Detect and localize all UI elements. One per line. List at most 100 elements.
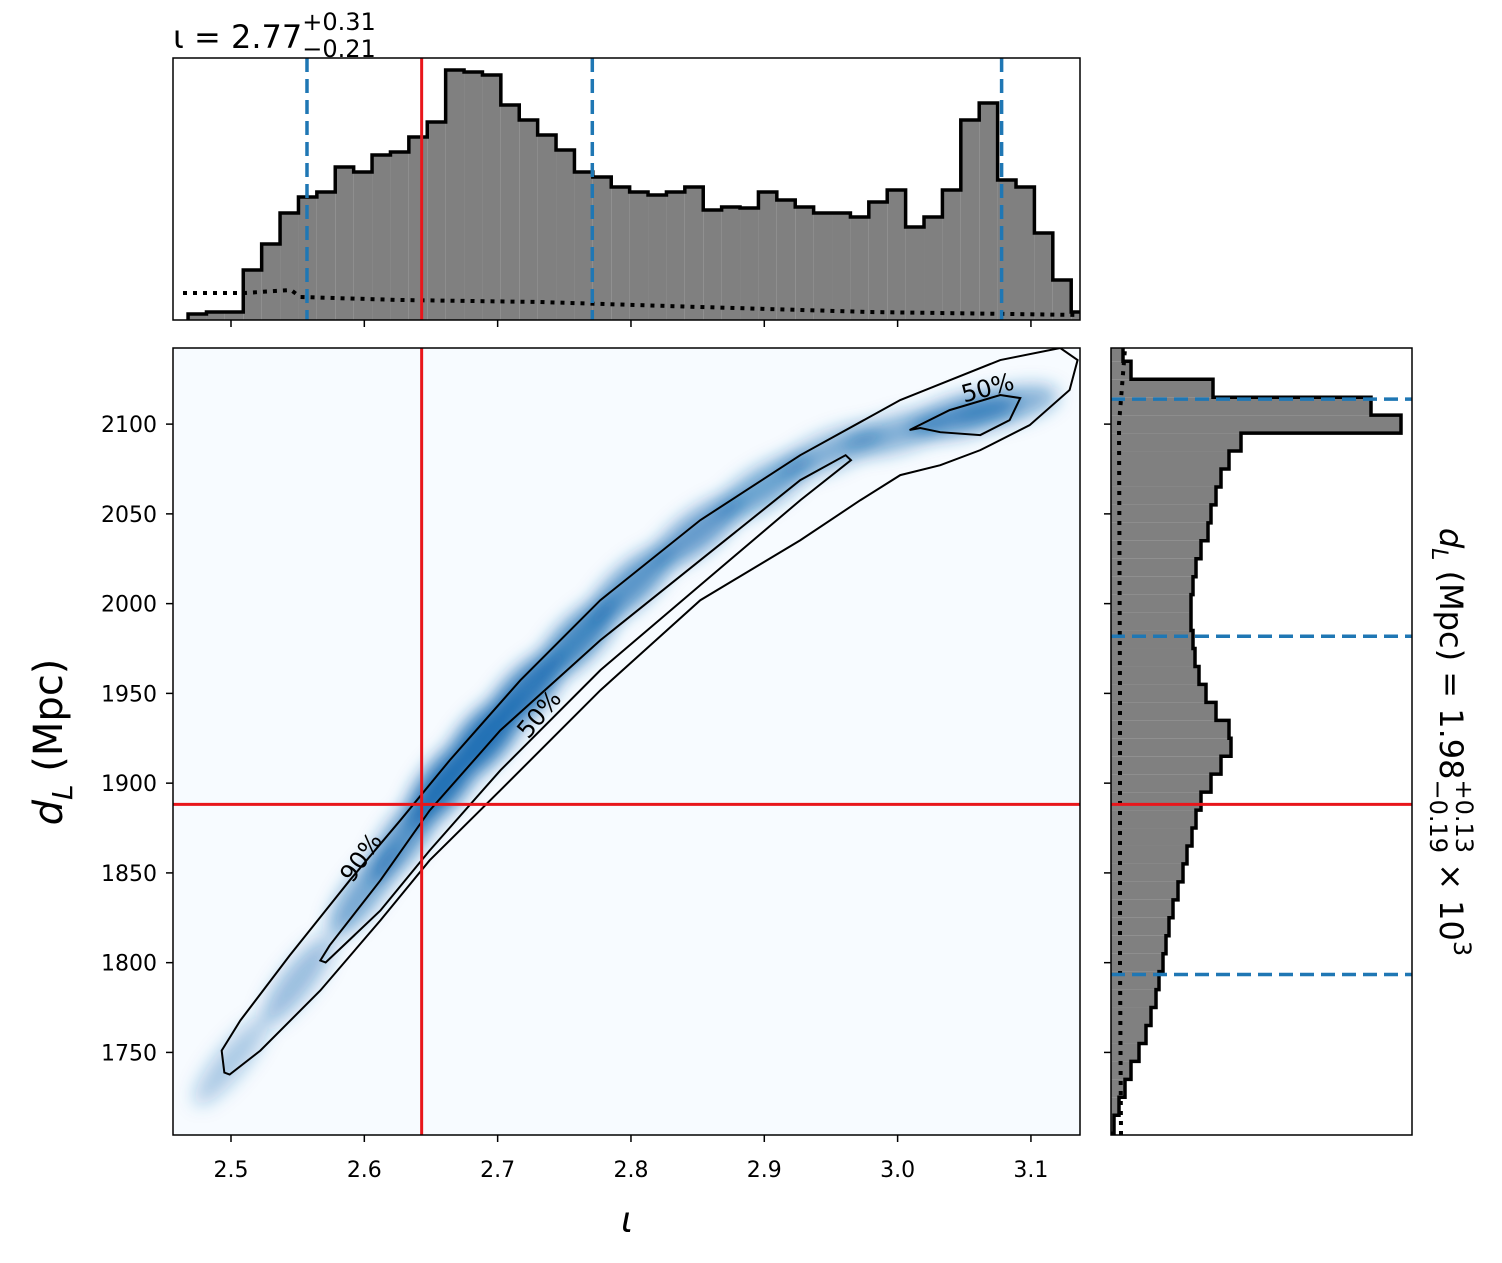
bar bbox=[813, 213, 833, 320]
bar bbox=[1111, 738, 1231, 757]
heatmap bbox=[194, 385, 1059, 1105]
density-panel bbox=[173, 348, 1080, 1135]
y-tick-label: 2100 bbox=[101, 413, 157, 438]
y-tick-label: 1900 bbox=[101, 772, 157, 797]
bar bbox=[740, 208, 759, 320]
bar bbox=[960, 120, 980, 320]
x-tick-label: 2.7 bbox=[480, 1158, 515, 1183]
y-tick-label: 1750 bbox=[101, 1041, 157, 1066]
bar bbox=[1111, 684, 1206, 703]
bar bbox=[1111, 1097, 1119, 1116]
bar bbox=[1111, 863, 1183, 882]
histogram-outline bbox=[186, 68, 1080, 320]
bar bbox=[1111, 953, 1163, 972]
y-tick-label: 1950 bbox=[101, 682, 157, 707]
bar bbox=[1111, 648, 1195, 667]
bar bbox=[1111, 504, 1211, 523]
density-cell bbox=[261, 936, 334, 1026]
bar bbox=[1111, 756, 1221, 775]
bar bbox=[1111, 1061, 1131, 1080]
bar bbox=[1111, 594, 1191, 613]
bar bbox=[776, 200, 796, 320]
bar bbox=[611, 187, 630, 320]
bar bbox=[1111, 881, 1178, 900]
bar bbox=[1111, 486, 1216, 505]
axes: 2.5 2.6 2.7 2.8 2.9 3.0 3.1 1750 1800 1850 1900 195… bbox=[101, 320, 1111, 1183]
bar bbox=[1111, 451, 1229, 469]
frame bbox=[1110, 347, 1413, 1136]
density-cell bbox=[194, 1017, 268, 1105]
x-axis-label: ι bbox=[621, 1200, 633, 1241]
prior-line bbox=[182, 287, 1080, 317]
bar bbox=[1111, 630, 1193, 649]
bar bbox=[1111, 540, 1201, 559]
top-title: ι = 2.77+0.31 −0.21 bbox=[173, 8, 376, 63]
bar bbox=[353, 172, 373, 320]
bar bbox=[868, 202, 888, 320]
bar bbox=[372, 155, 391, 320]
bar bbox=[537, 135, 557, 320]
x-tick-label: 2.9 bbox=[747, 1158, 782, 1183]
bar bbox=[629, 192, 649, 320]
prior-line bbox=[1116, 348, 1127, 1135]
bar bbox=[1111, 1079, 1125, 1098]
bar bbox=[1111, 1007, 1151, 1026]
bar bbox=[1111, 810, 1196, 829]
side-histogram bbox=[1111, 348, 1412, 1135]
bar bbox=[1111, 522, 1208, 541]
bar bbox=[574, 172, 593, 320]
bar bbox=[721, 207, 741, 320]
bar bbox=[1111, 468, 1221, 487]
bar bbox=[224, 312, 244, 320]
bar bbox=[1111, 917, 1169, 936]
bar bbox=[280, 213, 299, 320]
bar bbox=[1111, 666, 1199, 685]
y-tick-label: 2000 bbox=[101, 593, 157, 618]
bar bbox=[519, 120, 538, 320]
bar bbox=[795, 207, 814, 320]
bar bbox=[1111, 415, 1401, 434]
x-tick-label: 2.8 bbox=[613, 1158, 648, 1183]
bar bbox=[243, 270, 262, 320]
bar bbox=[887, 190, 906, 320]
bar bbox=[1052, 280, 1072, 320]
bar bbox=[924, 217, 943, 320]
bar bbox=[1111, 397, 1371, 416]
x-tick-label: 2.5 bbox=[213, 1158, 248, 1183]
bar bbox=[1111, 348, 1123, 362]
bar bbox=[758, 192, 777, 320]
bar bbox=[592, 177, 612, 320]
bar bbox=[556, 150, 575, 320]
bar bbox=[427, 122, 446, 320]
y-tick-label: 1850 bbox=[101, 862, 157, 887]
bar bbox=[464, 72, 483, 320]
bar bbox=[1111, 1043, 1139, 1062]
top-histogram bbox=[182, 58, 1080, 320]
y-axis-label: dL (Mpc) bbox=[26, 659, 79, 826]
density-cell bbox=[950, 385, 1059, 427]
frame bbox=[172, 347, 1081, 1136]
bar bbox=[500, 105, 520, 320]
bar bbox=[206, 312, 225, 320]
bar bbox=[316, 192, 336, 320]
x-tick-label: 2.6 bbox=[347, 1158, 382, 1183]
bar bbox=[1071, 312, 1080, 320]
bar bbox=[1111, 989, 1156, 1008]
frame bbox=[172, 57, 1081, 321]
bar bbox=[1111, 828, 1192, 846]
bar bbox=[1111, 845, 1187, 864]
bar bbox=[1111, 774, 1211, 793]
bar bbox=[1111, 612, 1191, 631]
contour bbox=[220, 348, 1079, 1076]
histogram-outline bbox=[1111, 348, 1403, 1135]
bar bbox=[942, 190, 961, 320]
x-tick-label: 3.1 bbox=[1013, 1158, 1048, 1183]
bar bbox=[408, 137, 428, 320]
bar bbox=[1111, 792, 1201, 811]
bar bbox=[832, 213, 851, 320]
bar bbox=[261, 244, 281, 320]
bar bbox=[1111, 1025, 1146, 1044]
bar bbox=[703, 210, 722, 320]
bar bbox=[1111, 720, 1229, 739]
y-tick-label: 2050 bbox=[101, 503, 157, 528]
